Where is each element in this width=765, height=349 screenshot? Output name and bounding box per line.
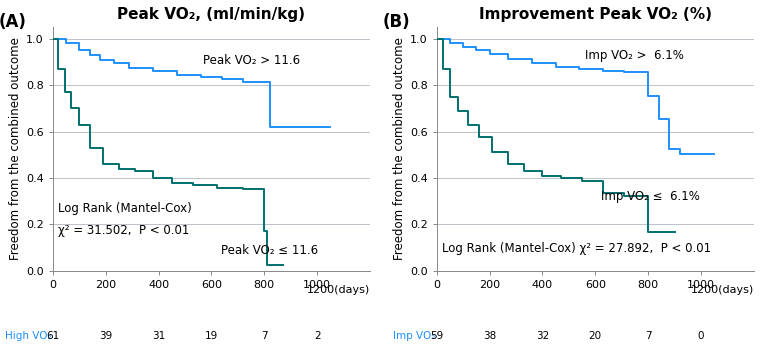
Text: Imp VO₂: Imp VO₂ xyxy=(392,331,435,341)
Text: χ² = 31.502,  P < 0.01: χ² = 31.502, P < 0.01 xyxy=(58,223,190,237)
Text: 1200(days): 1200(days) xyxy=(307,285,370,295)
Title: Peak VO₂, (ml/min/kg): Peak VO₂, (ml/min/kg) xyxy=(117,7,305,22)
Text: 59: 59 xyxy=(430,331,443,341)
Text: 7: 7 xyxy=(645,331,652,341)
Text: Peak VO₂ ≤ 11.6: Peak VO₂ ≤ 11.6 xyxy=(220,244,317,257)
Text: 20: 20 xyxy=(589,331,602,341)
Text: 0: 0 xyxy=(698,331,705,341)
Text: 31: 31 xyxy=(152,331,165,341)
Text: 39: 39 xyxy=(99,331,112,341)
Y-axis label: Freedom from the combined outcome: Freedom from the combined outcome xyxy=(392,37,405,260)
Text: 61: 61 xyxy=(46,331,60,341)
Text: 1200(days): 1200(days) xyxy=(691,285,754,295)
Text: 38: 38 xyxy=(483,331,496,341)
Text: Log Rank (Mantel-Cox): Log Rank (Mantel-Cox) xyxy=(58,201,192,215)
Text: 7: 7 xyxy=(261,331,268,341)
Text: 19: 19 xyxy=(205,331,218,341)
Y-axis label: Freedom from the combined outcome: Freedom from the combined outcome xyxy=(9,37,22,260)
Text: Log Rank (Mantel-Cox) χ² = 27.892,  P < 0.01: Log Rank (Mantel-Cox) χ² = 27.892, P < 0… xyxy=(442,242,711,255)
Text: High VO₂: High VO₂ xyxy=(5,331,51,341)
Title: Improvement Peak VO₂ (%): Improvement Peak VO₂ (%) xyxy=(479,7,711,22)
Text: (A): (A) xyxy=(0,13,27,31)
Text: Imp VO₂ ≤  6.1%: Imp VO₂ ≤ 6.1% xyxy=(601,190,699,203)
Text: Peak VO₂ > 11.6: Peak VO₂ > 11.6 xyxy=(203,54,301,67)
Text: (B): (B) xyxy=(382,13,410,31)
Text: 2: 2 xyxy=(314,331,321,341)
Text: 32: 32 xyxy=(536,331,549,341)
Text: Imp VO₂ >  6.1%: Imp VO₂ > 6.1% xyxy=(584,49,684,61)
